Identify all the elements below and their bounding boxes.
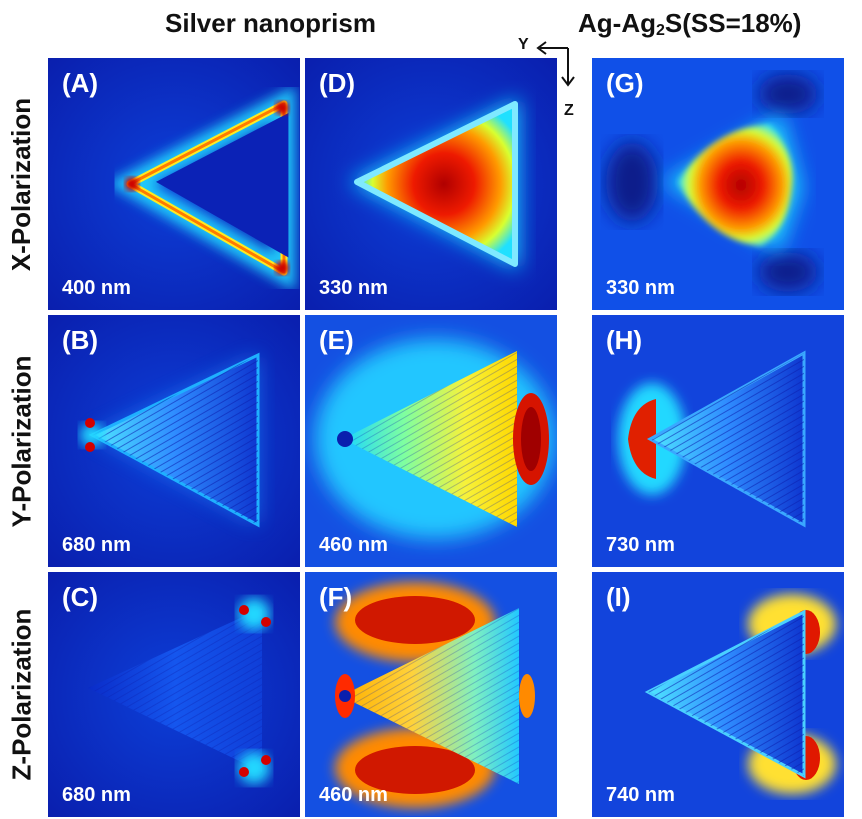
row-label-y-polarization: Y-Polarization xyxy=(6,355,37,527)
row-label-z-polarization: Z-Polarization xyxy=(6,608,37,781)
panel-tag-h: (H) xyxy=(606,325,643,355)
field-map-f xyxy=(305,572,557,817)
panel-tag-i: (I) xyxy=(606,582,631,612)
panel-c: (C) 680 nm xyxy=(48,572,300,817)
panel-a: (A) 400 nm xyxy=(48,58,300,310)
field-map-b xyxy=(48,315,300,567)
wavelength-label-c: 680 nm xyxy=(62,784,131,806)
panel-h: (H) 730 nm xyxy=(592,315,844,567)
wavelength-label-e: 460 nm xyxy=(319,534,388,556)
field-map-a xyxy=(48,58,300,310)
panel-e: (E) 460 nm xyxy=(305,315,557,567)
field-map-i xyxy=(592,572,844,817)
panel-tag-a: (A) xyxy=(62,68,99,98)
panel-tag-f: (F) xyxy=(319,582,353,612)
field-map-g xyxy=(592,58,844,310)
panel-tag-g: (G) xyxy=(606,68,644,98)
axis-arrows-icon xyxy=(536,41,575,87)
panel-i: (I) 740 nm xyxy=(592,572,844,817)
panel-tag-c: (C) xyxy=(62,582,99,612)
axis-label-z: Z xyxy=(564,102,574,119)
axis-label-y: Y xyxy=(518,36,529,53)
panel-tag-e: (E) xyxy=(319,325,354,355)
title-silver-nanoprism: Silver nanoprism xyxy=(165,8,376,38)
wavelength-label-f: 460 nm xyxy=(319,784,388,806)
wavelength-label-a: 400 nm xyxy=(62,277,131,299)
field-map-e xyxy=(305,315,557,567)
axis-indicator: Y Z xyxy=(508,36,578,126)
title-right-prefix: Ag-Ag xyxy=(578,8,656,38)
wavelength-label-d: 330 nm xyxy=(319,277,388,299)
wavelength-label-h: 730 nm xyxy=(606,534,675,556)
field-map-c xyxy=(48,572,300,817)
title-right-suffix: S(SS=18%) xyxy=(664,8,802,38)
wavelength-label-i: 740 nm xyxy=(606,784,675,806)
title-ag-ag2s: Ag-Ag2S(SS=18%) xyxy=(578,8,801,40)
panel-tag-d: (D) xyxy=(319,68,356,98)
panel-g: (G) 330 nm xyxy=(592,58,844,310)
wavelength-label-b: 680 nm xyxy=(62,534,131,556)
panel-f: (F) 460 nm xyxy=(305,572,557,817)
panel-d: (D) 330 nm xyxy=(305,58,557,310)
panel-tag-b: (B) xyxy=(62,325,99,355)
field-map-d xyxy=(305,58,557,310)
wavelength-label-g: 330 nm xyxy=(606,277,675,299)
row-label-x-polarization: X-Polarization xyxy=(6,97,37,271)
field-map-h xyxy=(592,315,844,567)
panel-b: (B) 680 nm xyxy=(48,315,300,567)
title-right-subscript: 2 xyxy=(655,22,665,39)
